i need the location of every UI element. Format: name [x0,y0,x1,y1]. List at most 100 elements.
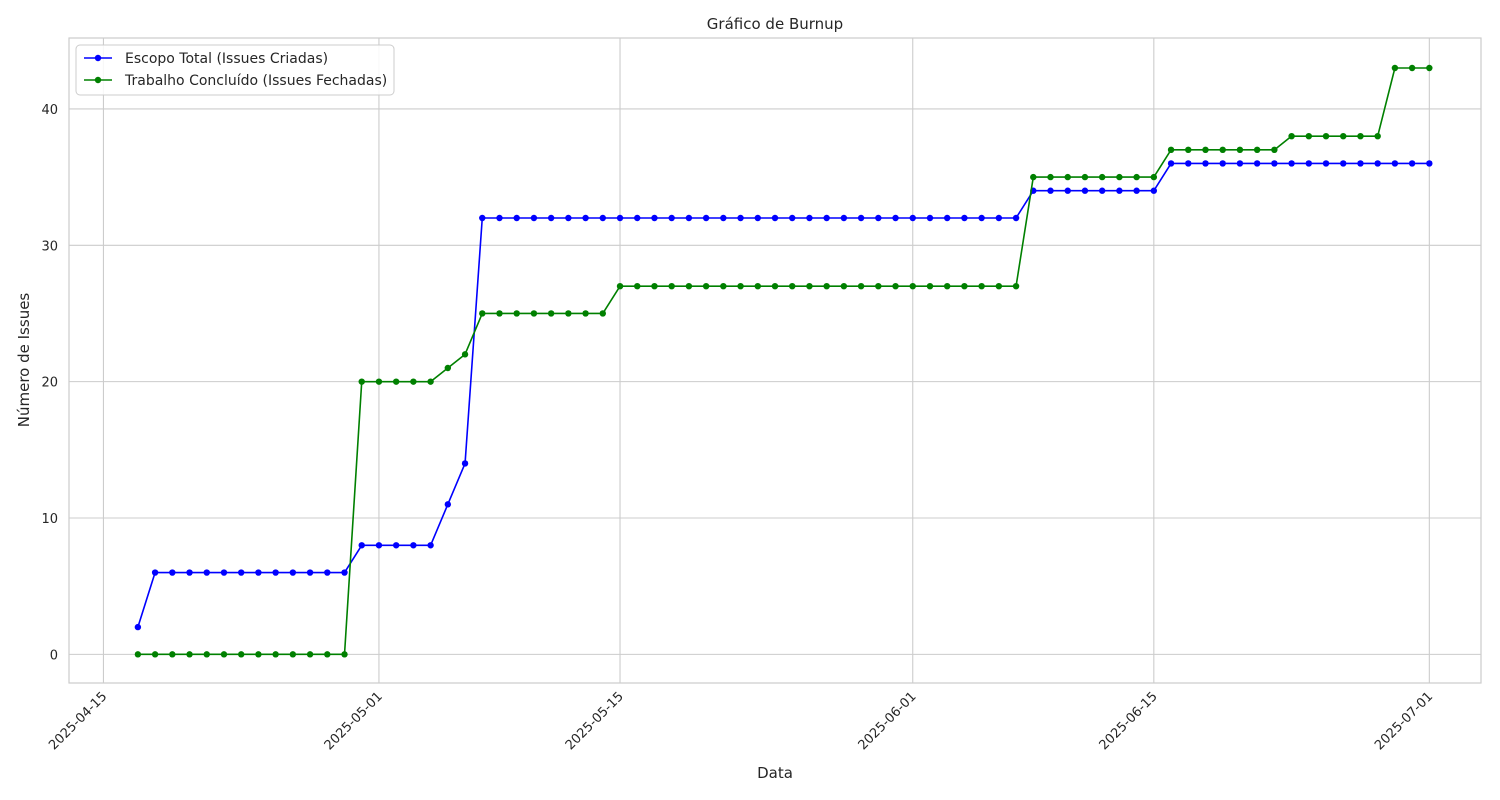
data-point [771,214,779,222]
data-point [634,214,641,222]
data-point [375,378,383,385]
y-axis-label: Número de Issues [15,293,33,428]
data-point [1185,146,1192,154]
data-point [754,214,761,222]
legend-entry-escopo: Escopo Total (Issues Criadas) [84,51,328,67]
data-point [255,569,262,576]
data-point [203,651,210,658]
data-point [875,214,882,222]
data-point [1133,187,1140,194]
data-point [203,569,210,576]
data-point [1391,160,1399,167]
data-point [668,282,675,290]
data-point [582,214,589,222]
data-point [651,214,658,222]
data-point [651,282,658,290]
data-point [324,569,331,576]
data-point [513,310,520,317]
data-point [392,378,400,385]
data-point [789,214,796,222]
data-point [1133,173,1140,181]
chart-title: Gráfico de Burnup [707,15,843,33]
plot-frame [68,37,1482,684]
data-point [1150,173,1158,181]
data-point [1288,160,1295,167]
data-point [978,282,985,290]
data-point [840,214,848,222]
data-point [995,214,1003,222]
data-point [1408,160,1416,167]
data-point [668,214,675,222]
data-point [978,214,985,222]
data-point [358,378,365,385]
data-point [151,569,159,576]
data-point [806,282,813,290]
data-point [306,569,314,576]
data-point [461,351,469,358]
data-point [547,310,555,317]
data-point [1167,146,1175,154]
data-point [995,282,1003,290]
data-point [427,378,434,385]
data-point [1064,187,1071,194]
data-point [944,282,951,290]
data-point [771,282,779,290]
data-point [685,282,693,290]
data-point [1064,173,1071,181]
legend-label-trabalho: Trabalho Concluído (Issues Fechadas) [124,73,387,89]
data-point [1322,160,1330,167]
data-point [1271,160,1278,167]
data-point [392,542,400,549]
legend-box [75,44,395,96]
data-point [892,214,899,222]
data-point [720,214,727,222]
data-point [1236,146,1244,154]
data-point [1288,132,1295,140]
data-point [616,214,624,222]
data-point [461,460,469,467]
data-point [1271,146,1278,154]
data-point [685,214,693,222]
data-point [220,651,228,658]
data-point [926,214,934,222]
y-tick-labels: 0 10 20 30 40 [41,103,58,663]
data-point [1391,64,1399,72]
data-point [1116,187,1123,194]
data-point [634,282,641,290]
y-tick-label: 0 [50,648,58,663]
data-point [169,651,176,658]
data-point [169,569,176,576]
data-point [1340,160,1347,167]
data-point [1012,282,1020,290]
data-point [1253,160,1261,167]
data-point [840,282,848,290]
data-point [565,214,572,222]
data-point [702,214,710,222]
legend: Escopo Total (Issues Criadas) Trabalho C… [75,44,395,96]
data-point [410,542,417,549]
data-point [306,651,314,658]
data-point [272,569,279,576]
data-point [1426,64,1433,72]
data-point [496,310,503,317]
series-1 [134,64,1433,658]
data-point [1150,187,1158,194]
data-point [496,214,503,222]
data-point [1012,214,1020,222]
data-point [427,542,434,549]
y-tick-label: 20 [41,376,58,391]
x-axis-label: Data [757,764,793,782]
data-point [1426,160,1433,167]
data-point [599,310,606,317]
data-point [1219,146,1226,154]
series-line [137,67,1430,656]
data-point [961,282,968,290]
y-tick-label: 40 [41,103,58,118]
data-point [1202,146,1209,154]
data-point [754,282,761,290]
series-0 [134,160,1433,631]
data-point [702,282,710,290]
legend-marker-escopo [94,54,102,62]
data-point [1185,160,1192,167]
